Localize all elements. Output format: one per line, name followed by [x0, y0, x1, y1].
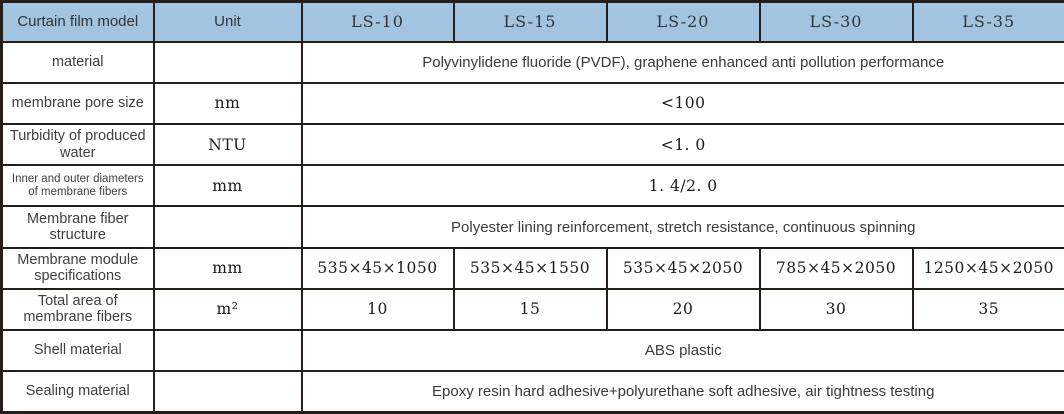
header-model-ls10: LS-10 — [300, 0, 455, 43]
value-cell-spec-ls30: 785×45×2050 — [758, 246, 914, 290]
unit-cell-membrane-pore-size: nm — [152, 81, 303, 126]
row-total-area: Total area of membrane fibers m² 10 15 2… — [0, 287, 1064, 332]
row-label-material: material — [0, 40, 155, 84]
unit-cell-material — [152, 40, 303, 84]
row-material: material Polyvinylidene fluoride (PVDF),… — [0, 40, 1064, 84]
value-cell-spec-ls10: 535×45×1050 — [300, 246, 455, 290]
row-label-module-specifications: Membrane module specifications — [0, 246, 155, 290]
value-cell-area-ls35: 35 — [911, 287, 1064, 332]
row-label-shell-material: Shell material — [0, 328, 155, 373]
value-cell-area-ls10: 10 — [300, 287, 455, 332]
merged-value-sealing-material: Epoxy resin hard adhesive+polyurethane s… — [300, 370, 1064, 414]
unit-cell-sealing-material — [152, 370, 303, 414]
row-label-membrane-pore-size: membrane pore size — [0, 81, 155, 126]
unit-cell-turbidity: NTU — [152, 123, 303, 167]
header-model-ls35: LS-35 — [911, 0, 1064, 43]
row-label-fiber-diameters: Inner and outer diameters of membrane fi… — [0, 164, 155, 208]
unit-cell-shell-material — [152, 328, 303, 373]
row-sealing-material: Sealing material Epoxy resin hard adhesi… — [0, 370, 1064, 414]
row-fiber-diameters: Inner and outer diameters of membrane fi… — [0, 164, 1064, 208]
value-cell-area-ls20: 20 — [605, 287, 761, 332]
merged-value-material: Polyvinylidene fluoride (PVDF), graphene… — [300, 40, 1064, 84]
unit-cell-module-specifications: mm — [152, 246, 303, 290]
row-module-specifications: Membrane module specifications mm 535×45… — [0, 246, 1064, 290]
value-cell-spec-ls20: 535×45×2050 — [605, 246, 761, 290]
merged-value-membrane-pore-size: <100 — [300, 81, 1064, 126]
row-membrane-pore-size: membrane pore size nm <100 — [0, 81, 1064, 126]
header-curtain-film-model: Curtain film model — [0, 0, 155, 43]
unit-cell-fiber-structure — [152, 205, 303, 249]
value-cell-spec-ls35: 1250×45×2050 — [911, 246, 1064, 290]
row-label-turbidity: Turbidity of produced water — [0, 123, 155, 167]
row-label-fiber-structure: Membrane fiber structure — [0, 205, 155, 249]
value-cell-area-ls15: 15 — [452, 287, 608, 332]
merged-value-fiber-structure: Polyester lining reinforcement, stretch … — [300, 205, 1064, 249]
header-model-ls30: LS-30 — [758, 0, 914, 43]
row-label-sealing-material: Sealing material — [0, 370, 155, 414]
header-model-ls20: LS-20 — [605, 0, 761, 43]
row-fiber-structure: Membrane fiber structure Polyester linin… — [0, 205, 1064, 249]
unit-cell-fiber-diameters: mm — [152, 164, 303, 208]
table-header-row: Curtain film model Unit LS-10 LS-15 LS-2… — [0, 0, 1064, 43]
unit-cell-total-area: m² — [152, 287, 303, 332]
row-turbidity: Turbidity of produced water NTU <1. 0 — [0, 123, 1064, 167]
merged-value-fiber-diameters: 1. 4/2. 0 — [300, 164, 1064, 208]
row-shell-material: Shell material ABS plastic — [0, 328, 1064, 373]
value-cell-spec-ls15: 535×45×1550 — [452, 246, 608, 290]
merged-value-turbidity: <1. 0 — [300, 123, 1064, 167]
header-model-ls15: LS-15 — [452, 0, 608, 43]
merged-value-shell-material: ABS plastic — [300, 328, 1064, 373]
row-label-total-area: Total area of membrane fibers — [0, 287, 155, 332]
header-unit: Unit — [152, 0, 303, 43]
value-cell-area-ls30: 30 — [758, 287, 914, 332]
